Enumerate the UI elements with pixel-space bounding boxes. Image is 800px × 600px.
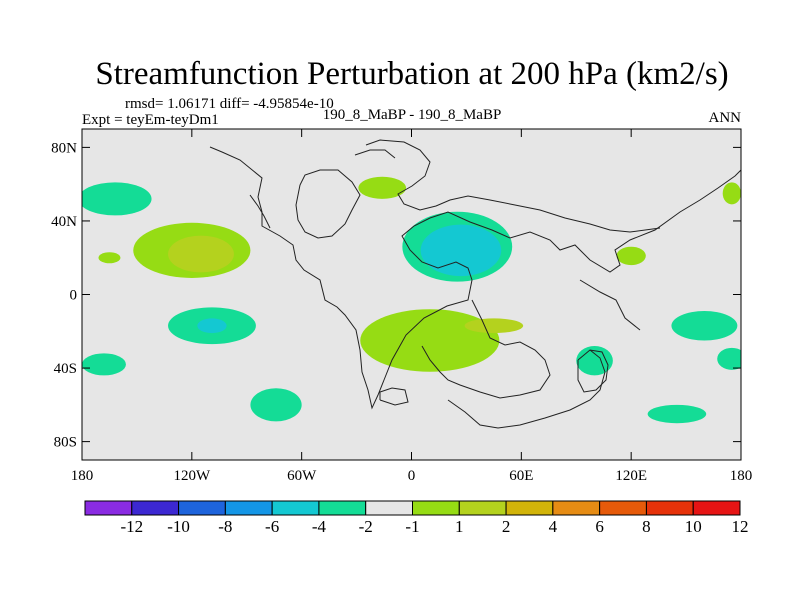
- colorbar-label: 8: [642, 517, 651, 536]
- colorbar-box: [692, 500, 741, 516]
- region-asia-small-positive: [616, 246, 646, 266]
- colorbar-box: [645, 500, 694, 516]
- region-north-pacific-core: [168, 235, 234, 273]
- colorbar-label: 1: [455, 517, 464, 536]
- map-background: [82, 129, 741, 460]
- left-label: Expt = teyEm-teyDm1: [82, 112, 219, 128]
- region-eurasia-negative-middle: [420, 224, 502, 277]
- x-tick-label: 60E: [509, 468, 533, 484]
- colorbar-box: [458, 500, 507, 516]
- colorbar-label: 10: [685, 517, 702, 536]
- stats-line: rmsd= 1.06171 diff= -4.95854e-10: [125, 96, 334, 112]
- region-south-pacific-core: [197, 318, 227, 334]
- colorbar-label: 4: [549, 517, 558, 536]
- colorbar-label: 12: [732, 517, 749, 536]
- region-north-pacific-high-lat-negative: [82, 182, 152, 216]
- x-tick-label: 120W: [173, 468, 211, 484]
- region-southern-indian-negative: [647, 404, 707, 424]
- colorbar-box: [318, 500, 367, 516]
- region-west-pacific-south-negative: [82, 353, 126, 376]
- colorbar-box: [505, 500, 554, 516]
- colorbar-box: [271, 500, 320, 516]
- colorbar-label: -8: [218, 517, 232, 536]
- y-tick-label: 40N: [51, 214, 77, 230]
- x-tick-label: 60W: [287, 468, 317, 484]
- colorbar-label: 2: [502, 517, 511, 536]
- colorbar-label: -6: [265, 517, 279, 536]
- colorbar-box: [224, 500, 273, 516]
- region-south-atlantic-positive: [360, 309, 500, 372]
- y-tick-label: 40S: [54, 361, 77, 377]
- right-label: ANN: [709, 110, 742, 126]
- region-far-east-south-negative: [671, 311, 738, 341]
- chart-title: Streamfunction Perturbation at 200 hPa (…: [95, 56, 728, 92]
- x-tick-label: 0: [408, 468, 416, 484]
- region-hawaii-small-positive: [98, 252, 121, 264]
- colorbar-label: -2: [359, 517, 373, 536]
- region-far-east-south-lower-negative: [717, 347, 741, 370]
- colorbar-box: [84, 500, 133, 516]
- colorbar-label: -4: [312, 517, 327, 536]
- region-north-atlantic-positive: [358, 176, 407, 199]
- colorbar-box: [178, 500, 226, 516]
- y-tick-label: 80N: [51, 140, 77, 156]
- colorbar-label: -12: [120, 517, 143, 536]
- x-tick-label: 120E: [615, 468, 647, 484]
- x-tick-label: 180: [730, 468, 753, 484]
- colorbar-box: [131, 500, 180, 516]
- y-tick-label: 0: [70, 288, 78, 304]
- center-label: 190_8_MaBP - 190_8_MaBP: [323, 107, 502, 123]
- colorbar-box: [552, 500, 601, 516]
- x-tick-label: 180: [71, 468, 94, 484]
- region-southern-ocean-negative: [250, 388, 302, 422]
- colorbar-label: 6: [595, 517, 604, 536]
- colorbar-label: -10: [167, 517, 190, 536]
- colorbar-box: [365, 500, 414, 516]
- region-south-atlantic-core: [464, 318, 524, 334]
- region-east-atlantic-north-positive: [722, 182, 741, 205]
- colorbar-box: [412, 500, 460, 516]
- y-tick-label: 80S: [54, 435, 77, 451]
- colorbar-label: -1: [405, 517, 419, 536]
- coastlines: [209, 139, 741, 429]
- colorbar-box: [599, 500, 647, 516]
